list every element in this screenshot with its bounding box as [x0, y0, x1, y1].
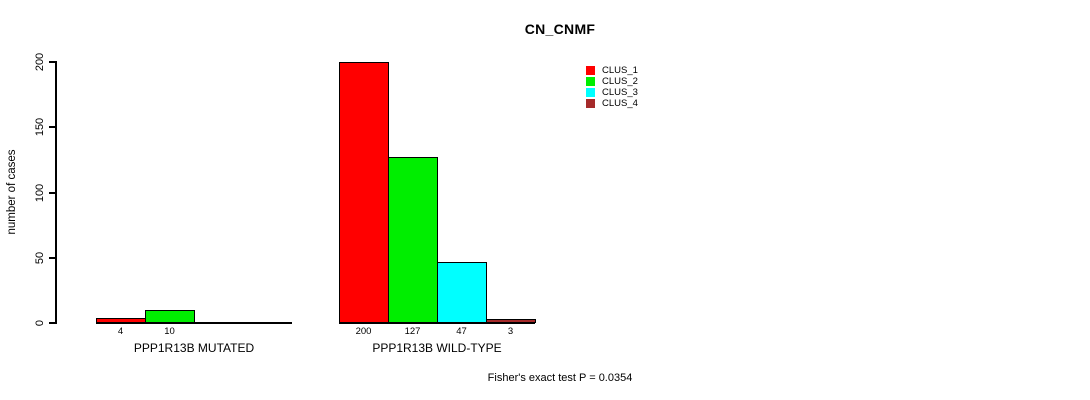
y-tick-label: 0 [34, 319, 46, 327]
y-tick-mark [49, 322, 55, 324]
y-tick-mark [49, 257, 55, 259]
legend-label: CLUS_2 [602, 76, 638, 87]
bar-clus_1 [339, 62, 389, 323]
y-tick-mark [49, 61, 55, 63]
bar-value-label: 47 [456, 326, 467, 337]
y-tick-label: 50 [34, 251, 46, 265]
legend-item-clus_3: CLUS_3 [586, 87, 638, 98]
legend-label: CLUS_1 [602, 65, 638, 76]
y-tick-label: 100 [34, 183, 46, 203]
fisher-test-annotation: Fisher's exact test P = 0.0354 [487, 372, 633, 384]
legend-swatch-clus_1 [586, 66, 595, 75]
bar-clus_1 [96, 318, 146, 323]
y-tick-label: 200 [34, 52, 46, 72]
y-axis-line [55, 61, 57, 324]
legend-item-clus_2: CLUS_2 [586, 76, 638, 87]
y-tick-mark [49, 192, 55, 194]
y-axis-label: number of cases [6, 149, 18, 235]
bar-clus_3 [437, 262, 487, 323]
y-tick-label: 150 [34, 117, 46, 137]
legend-swatch-clus_2 [586, 77, 595, 86]
legend-item-clus_1: CLUS_1 [586, 65, 638, 76]
bar-value-label: 4 [117, 326, 124, 337]
legend-label: CLUS_4 [602, 98, 638, 109]
bar-value-label: 3 [507, 326, 514, 337]
bar-value-label: 127 [404, 326, 421, 337]
legend-item-clus_4: CLUS_4 [586, 98, 638, 109]
bar-clus_2 [145, 310, 195, 323]
group-axis-label: PPP1R13B MUTATED [133, 341, 255, 355]
bar-value-label: 200 [355, 326, 372, 337]
group-baseline [96, 322, 292, 324]
bar-clus_4 [486, 319, 536, 323]
legend-swatch-clus_4 [586, 99, 595, 108]
legend-label: CLUS_3 [602, 87, 638, 98]
group-axis-label: PPP1R13B WILD-TYPE [372, 341, 502, 355]
legend: CLUS_1 CLUS_2 CLUS_3 CLUS_4 [586, 65, 638, 109]
legend-swatch-clus_3 [586, 88, 595, 97]
bar-value-label: 10 [164, 326, 175, 337]
bar-clus_2 [388, 157, 438, 323]
chart-title: CN_CNMF [524, 21, 596, 37]
group-baseline [339, 322, 535, 324]
y-tick-mark [49, 126, 55, 128]
